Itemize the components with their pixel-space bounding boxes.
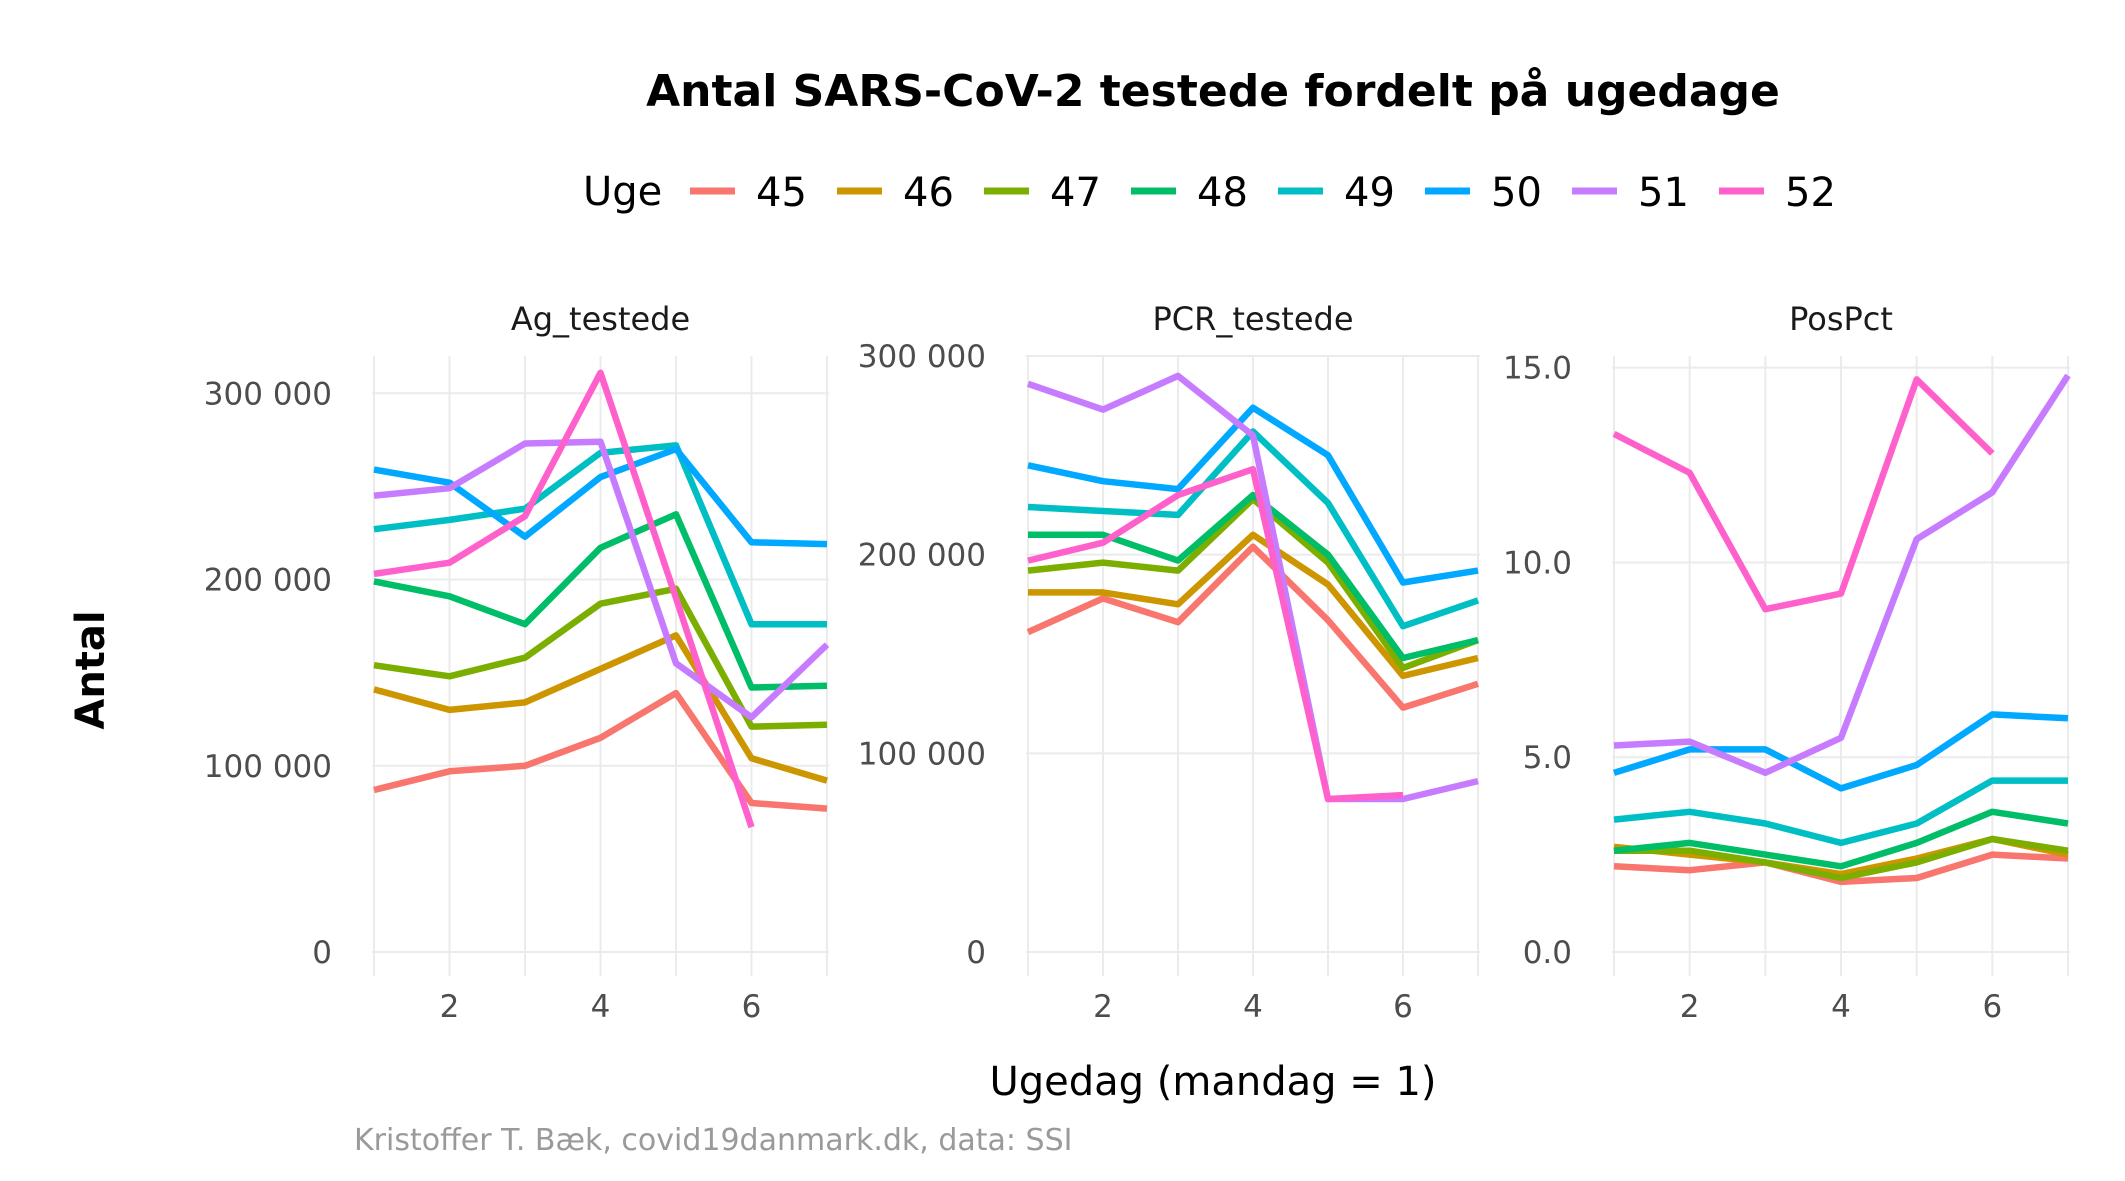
- y-tick-label: 0: [966, 935, 986, 971]
- panel-PCR_testede: PCR_testede 0 100 000 200 000 300 000 2 4 6: [858, 300, 1480, 1025]
- x-tick-label: 6: [742, 989, 762, 1025]
- legend-label-50: 50: [1491, 170, 1542, 216]
- series-line-Ag_testede-49: [373, 442, 827, 628]
- series-line-Ag_testede-50: [373, 445, 828, 548]
- series-line-PCR_testede-45: [1026, 543, 1479, 711]
- series-line-PosPct-47: [1614, 835, 2069, 882]
- legend-label-47: 47: [1050, 170, 1101, 216]
- series-line-Ag_testede-47: [373, 585, 828, 730]
- series-line-PCR_testede-51: [1026, 372, 1479, 803]
- y-tick-label: 5.0: [1523, 740, 1572, 776]
- y-tick-label: 200 000: [204, 563, 332, 599]
- x-axis-label: Ugedag (mandag = 1): [989, 1059, 1436, 1105]
- caption: Kristoffer T. Bæk, covid19danmark.dk, da…: [354, 1123, 1073, 1158]
- series-line-PosPct-50: [1613, 711, 2069, 792]
- legend-label-45: 45: [756, 170, 807, 216]
- series-line-PCR_testede-46: [1028, 531, 1479, 680]
- x-tick-label: 2: [1680, 989, 1700, 1025]
- y-tick-label: 200 000: [858, 538, 986, 574]
- legend-label-49: 49: [1344, 170, 1395, 216]
- legend-label-46: 46: [903, 170, 954, 216]
- series-line-Ag_testede-48: [373, 511, 828, 691]
- panel-title-PosPct: PosPct: [1789, 300, 1893, 338]
- series-line-PosPct-51: [1613, 373, 2071, 777]
- x-tick-label: 4: [591, 989, 611, 1025]
- panel-Ag_testede: Ag_testede 0 100 000 200 000 300 000 2 4 6: [204, 300, 830, 1025]
- series-line-Ag_testede-51: [373, 438, 830, 721]
- panel-title-Ag_testede: Ag_testede: [511, 300, 690, 338]
- series-line-Ag_testede-52: [373, 369, 755, 829]
- panel-PosPct: PosPct 0.0 5.0 10.0 15.0 2 4 6: [1503, 300, 2071, 1025]
- x-tick-label: 2: [440, 989, 460, 1025]
- legend-label-51: 51: [1638, 170, 1689, 216]
- y-tick-label: 0: [312, 935, 332, 971]
- x-tick-label: 4: [1831, 989, 1851, 1025]
- legend-label-48: 48: [1197, 170, 1248, 216]
- x-tick-label: 2: [1093, 989, 1113, 1025]
- series-line-Ag_testede-45: [373, 689, 828, 812]
- series-line-PosPct-49: [1613, 777, 2068, 847]
- legend: Uge 45 46 47 48 49 50 51 52: [583, 169, 1836, 216]
- x-tick-label: 6: [1393, 989, 1413, 1025]
- series-line-PCR_testede-52: [1027, 465, 1404, 803]
- series-line-Ag_testede-46: [373, 632, 828, 784]
- y-tick-label: 100 000: [858, 736, 986, 772]
- series-line-PCR_testede-50: [1027, 404, 1479, 586]
- y-tick-label: 100 000: [204, 749, 332, 785]
- y-tick-label: 0.0: [1523, 935, 1572, 971]
- series-line-PosPct-52: [1612, 376, 1995, 613]
- legend-title: Uge: [583, 169, 662, 215]
- x-tick-label: 6: [1982, 989, 2002, 1025]
- series-line-PCR_testede-48: [1028, 491, 1479, 662]
- y-axis-label: Antal: [68, 610, 114, 729]
- chart-title: Antal SARS-CoV-2 testede fordelt på uged…: [646, 66, 1780, 117]
- legend-label-52: 52: [1785, 170, 1836, 216]
- y-tick-label: 10.0: [1503, 545, 1572, 581]
- series-line-PosPct-48: [1613, 808, 2069, 870]
- panel-title-PCR_testede: PCR_testede: [1152, 300, 1353, 338]
- x-tick-label: 4: [1243, 989, 1263, 1025]
- y-tick-label: 300 000: [858, 339, 986, 375]
- series-line-PosPct-45: [1613, 851, 2069, 886]
- y-tick-label: 15.0: [1503, 351, 1572, 387]
- y-tick-label: 300 000: [204, 376, 332, 412]
